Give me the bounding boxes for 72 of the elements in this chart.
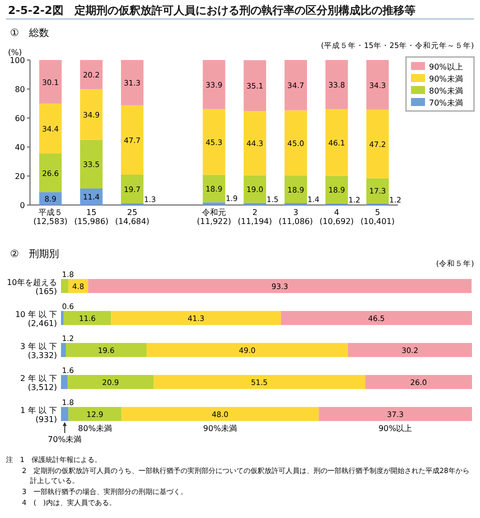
legend-label: 70%未満	[429, 98, 463, 108]
bar	[80, 188, 103, 205]
chart-title: ② 刑期別	[10, 248, 59, 260]
bar	[325, 176, 348, 204]
y-tick-label: 10年を超える (165)	[6, 278, 57, 296]
bar	[66, 342, 146, 358]
bar	[39, 154, 62, 192]
y-tick-label: 3 年 以 下 (3,332)	[20, 342, 57, 360]
x-tick-label: 25 (14,684)	[115, 208, 150, 226]
y-tick-label: 40	[14, 143, 25, 152]
bar	[121, 406, 319, 422]
bar	[120, 105, 144, 175]
y-tick-label: 60	[14, 114, 25, 123]
y-axis-title: (%)	[8, 48, 22, 57]
bar	[61, 278, 68, 294]
bar	[80, 60, 103, 90]
bar	[365, 374, 472, 390]
x-tick-label: 令和元 (11,922)	[196, 208, 232, 226]
bar	[284, 60, 308, 110]
bar	[80, 140, 103, 188]
bar	[88, 278, 472, 294]
y-tick-label: 100	[10, 56, 25, 65]
legend-label: 90%以上	[429, 62, 463, 72]
series-label: 90%未満	[203, 424, 237, 434]
x-tick-label: 平成５ (12,583)	[33, 208, 68, 226]
y-tick-label: 2 年 以 下 (3,512)	[20, 374, 57, 392]
x-tick-label: 4 (10,692)	[320, 208, 354, 226]
legend-label: 80%未満	[429, 86, 463, 96]
x-tick-label: 3 (11,086)	[278, 208, 313, 226]
bar	[146, 342, 348, 358]
series-label: 80%未満	[78, 424, 112, 434]
bar	[63, 310, 112, 326]
x-tick-label: 15 (15,986)	[74, 208, 108, 226]
bar	[284, 176, 308, 203]
y-tick-label: 20	[14, 172, 25, 181]
bar	[366, 110, 389, 178]
bar	[244, 111, 266, 176]
bar	[39, 60, 62, 104]
bar	[80, 89, 103, 140]
bar	[111, 310, 281, 326]
bar	[68, 374, 154, 390]
legend-label: 90%未満	[429, 74, 463, 84]
chart-title: 2-5-2-2図 定期刑の仮釈放許可人員における刑の執行率の区分別構成比の推移等	[8, 4, 416, 17]
bar	[366, 60, 389, 110]
bar	[280, 310, 472, 326]
y-tick-label: 1 年 以 下 (931)	[20, 406, 57, 424]
bar	[39, 104, 62, 154]
bar	[325, 109, 348, 176]
x-tick-label: 5 (10,401)	[360, 208, 395, 226]
bar	[202, 202, 226, 205]
y-tick-label: 80	[14, 85, 25, 94]
y-tick-label: 0	[20, 201, 25, 210]
y-tick-label: 10 年 以 下 (2,461)	[15, 310, 57, 328]
bar	[366, 178, 389, 204]
bar	[244, 60, 266, 112]
bar	[61, 342, 66, 358]
chart-subtitle: ① 総数	[10, 27, 49, 39]
bar	[202, 60, 226, 110]
bar	[284, 110, 308, 176]
x-tick-label: 2 (11,194)	[238, 208, 272, 226]
series-label: 90%以上	[378, 424, 412, 434]
bar	[68, 406, 122, 422]
bar	[61, 374, 68, 390]
bar	[318, 406, 472, 422]
bar	[202, 109, 226, 175]
bar	[244, 175, 266, 203]
text: 70%未満	[48, 435, 82, 444]
bar	[153, 374, 366, 390]
bar	[120, 174, 144, 204]
bar	[348, 342, 472, 358]
bar	[120, 60, 144, 106]
bar	[325, 60, 348, 110]
